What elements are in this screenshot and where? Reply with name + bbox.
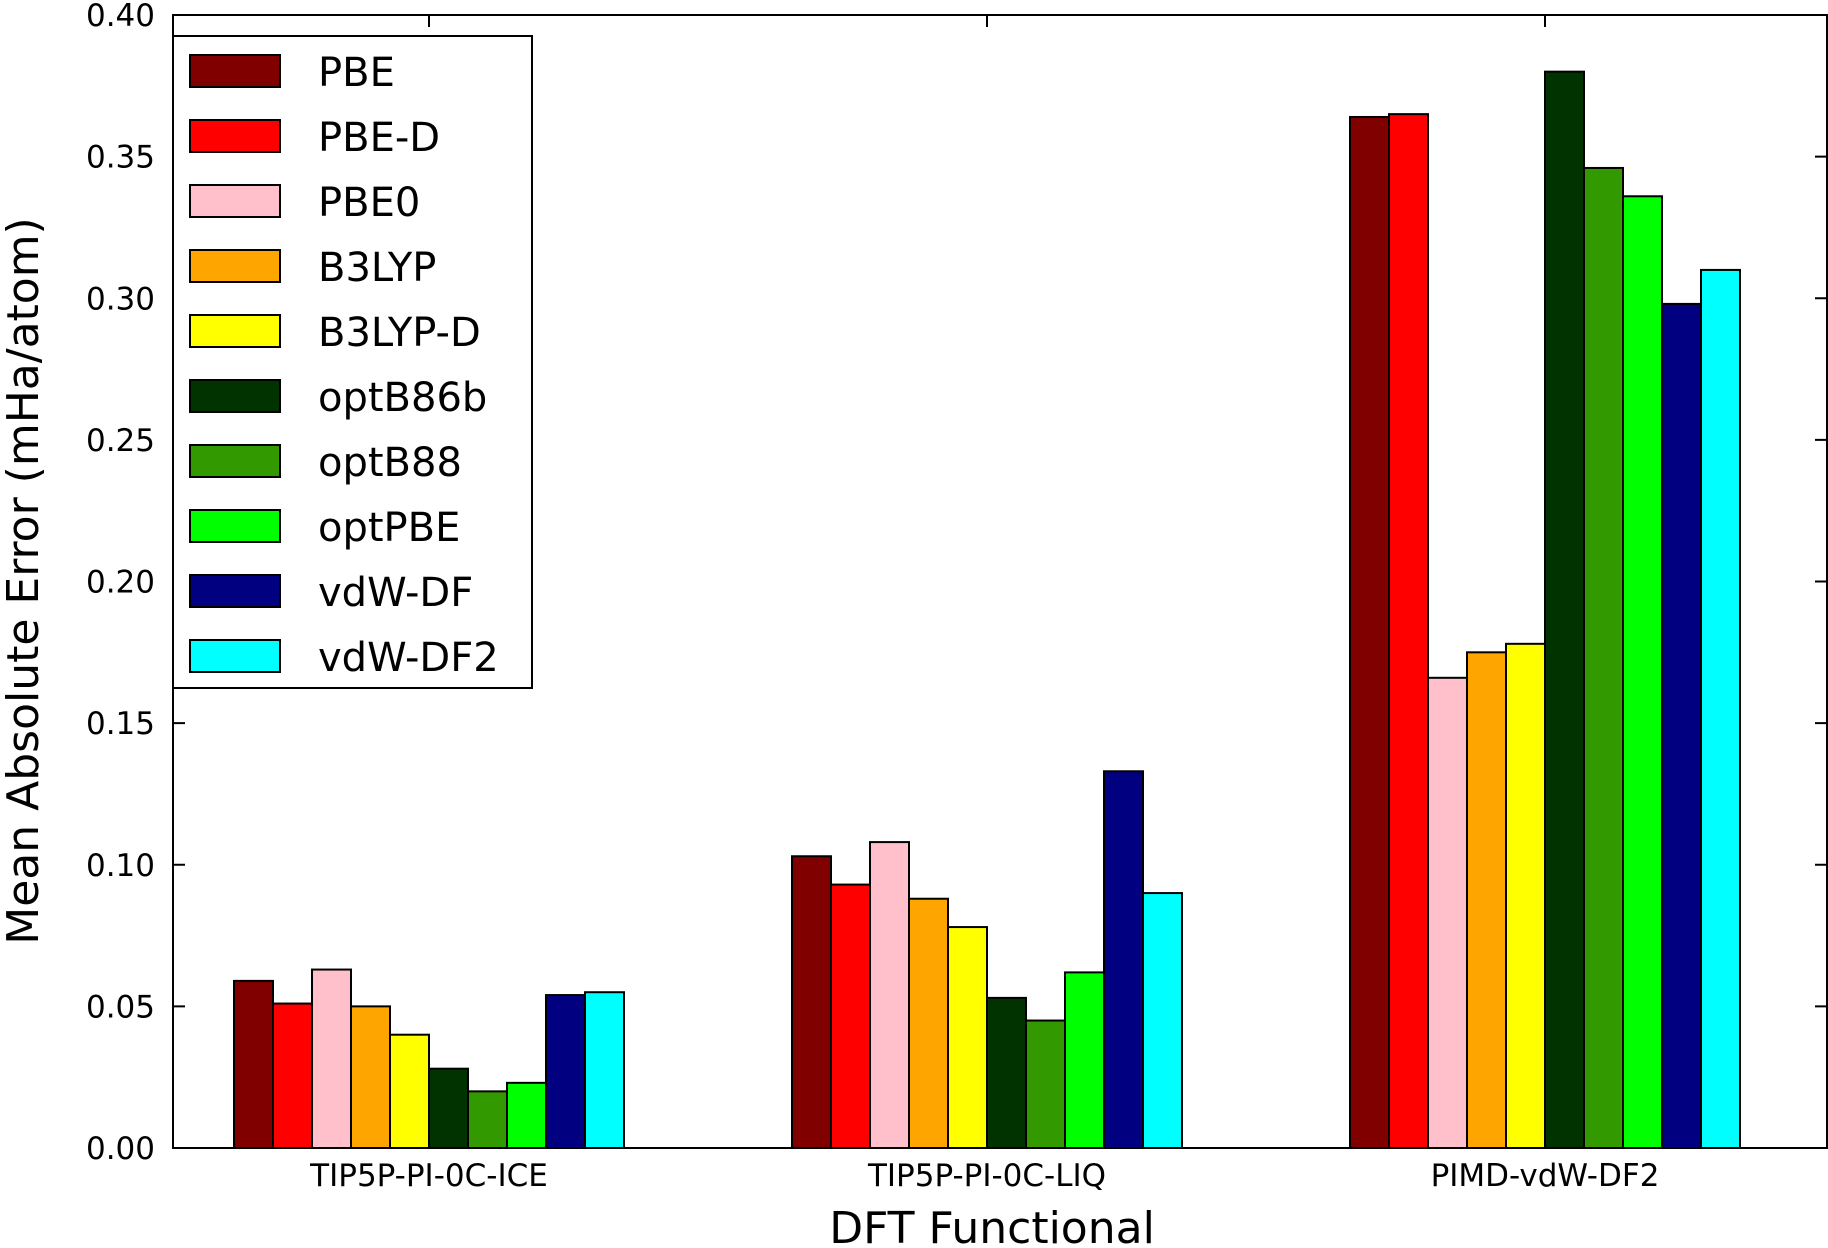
bar-vdw-df2-3 <box>1700 268 1741 1149</box>
category-label: TIP5P-PI-0C-LIQ <box>867 1158 1106 1194</box>
x-axis-title: DFT Functional <box>829 1203 1155 1248</box>
bar-optpbe-3 <box>1622 195 1663 1149</box>
bar-pbe0-3 <box>1427 676 1468 1149</box>
legend-swatch-vdw-df <box>189 574 281 608</box>
bar-optb86b-2 <box>986 996 1027 1149</box>
legend-label-b3lyp-d: B3LYP-D <box>318 310 481 356</box>
bar-vdw-df-3 <box>1661 302 1702 1150</box>
legend-swatch-pbe-d <box>189 119 281 153</box>
legend-label-optpbe: optPBE <box>318 505 460 551</box>
legend-swatch-optb86b <box>189 379 281 413</box>
legend-swatch-b3lyp-d <box>189 314 281 348</box>
bar-optb88-1 <box>467 1090 508 1149</box>
ticks-group: 0.00 0.05 0.10 0.15 0.20 0.25 0.30 0.35 0.40 <box>86 0 1827 1167</box>
bar-b3lyp-d-3 <box>1505 642 1546 1149</box>
category-label: PIMD-vdW-DF2 <box>1431 1158 1660 1194</box>
y-tick-label: 0.05 <box>86 989 155 1025</box>
y-tick-label: 0.25 <box>86 423 155 459</box>
legend-swatch-pbe <box>189 54 281 88</box>
bar-optb88-3 <box>1583 166 1624 1149</box>
bar-optb88-2 <box>1025 1019 1066 1149</box>
bar-vdw-df2-1 <box>584 991 625 1150</box>
legend-swatch-pbe0 <box>189 184 281 218</box>
y-tick-label: 0.40 <box>86 0 155 34</box>
y-tick-label: 0.35 <box>86 140 155 176</box>
bar-optb86b-3 <box>1544 70 1585 1149</box>
bar-pbe-d-3 <box>1388 113 1429 1150</box>
legend-swatch-vdw-df2 <box>189 639 281 673</box>
legend: PBE PBE-D PBE0 B3LYP B3LYP-D optB86b optB88 opt… <box>172 35 533 689</box>
legend-label-pbe: PBE <box>318 50 395 96</box>
legend-label-pbe0: PBE0 <box>318 180 420 226</box>
bars-group <box>233 70 1741 1150</box>
legend-swatch-optpbe <box>189 509 281 543</box>
y-tick-label: 0.15 <box>86 706 155 742</box>
bar-vdw-df-2 <box>1103 770 1144 1150</box>
bar-b3lyp-d-2 <box>947 926 988 1149</box>
bar-b3lyp-1 <box>350 1005 391 1149</box>
bar-pbe-1 <box>233 979 274 1149</box>
legend-label-vdw-df: vdW-DF <box>318 570 473 616</box>
legend-label-optb88: optB88 <box>318 440 462 486</box>
bar-optpbe-2 <box>1064 971 1105 1150</box>
y-tick-label: 0.20 <box>86 565 155 601</box>
bar-optb86b-1 <box>428 1067 469 1149</box>
bar-pbe-d-2 <box>830 883 871 1149</box>
bar-vdw-df-1 <box>545 994 586 1149</box>
bar-pbe-2 <box>791 855 832 1149</box>
category-labels: TIP5P-PI-0C-ICE TIP5P-PI-0C-LIQ PIMD-vdW-D… <box>309 1158 1659 1194</box>
category-label: TIP5P-PI-0C-ICE <box>309 1158 548 1194</box>
bar-pbe0-1 <box>311 968 352 1149</box>
bar-pbe0-2 <box>869 841 910 1150</box>
bar-vdw-df2-2 <box>1142 892 1183 1150</box>
bar-pbe-3 <box>1349 115 1390 1150</box>
bar-b3lyp-3 <box>1466 651 1507 1149</box>
legend-label-pbe-d: PBE-D <box>318 115 440 161</box>
y-tick-label: 0.00 <box>86 1131 155 1167</box>
y-axis-title: Mean Absolute Error (mHa/atom) <box>0 217 49 944</box>
legend-label-b3lyp: B3LYP <box>318 245 436 291</box>
y-tick-label: 0.30 <box>86 281 155 317</box>
y-tick-label: 0.10 <box>86 848 155 884</box>
legend-swatch-b3lyp <box>189 249 281 283</box>
bar-b3lyp-2 <box>908 897 949 1149</box>
legend-label-vdw-df2: vdW-DF2 <box>318 635 499 681</box>
bar-pbe-d-1 <box>272 1002 313 1149</box>
legend-label-optb86b: optB86b <box>318 375 487 421</box>
legend-swatch-optb88 <box>189 444 281 478</box>
bar-b3lyp-d-1 <box>389 1033 430 1149</box>
bar-optpbe-1 <box>506 1081 547 1150</box>
